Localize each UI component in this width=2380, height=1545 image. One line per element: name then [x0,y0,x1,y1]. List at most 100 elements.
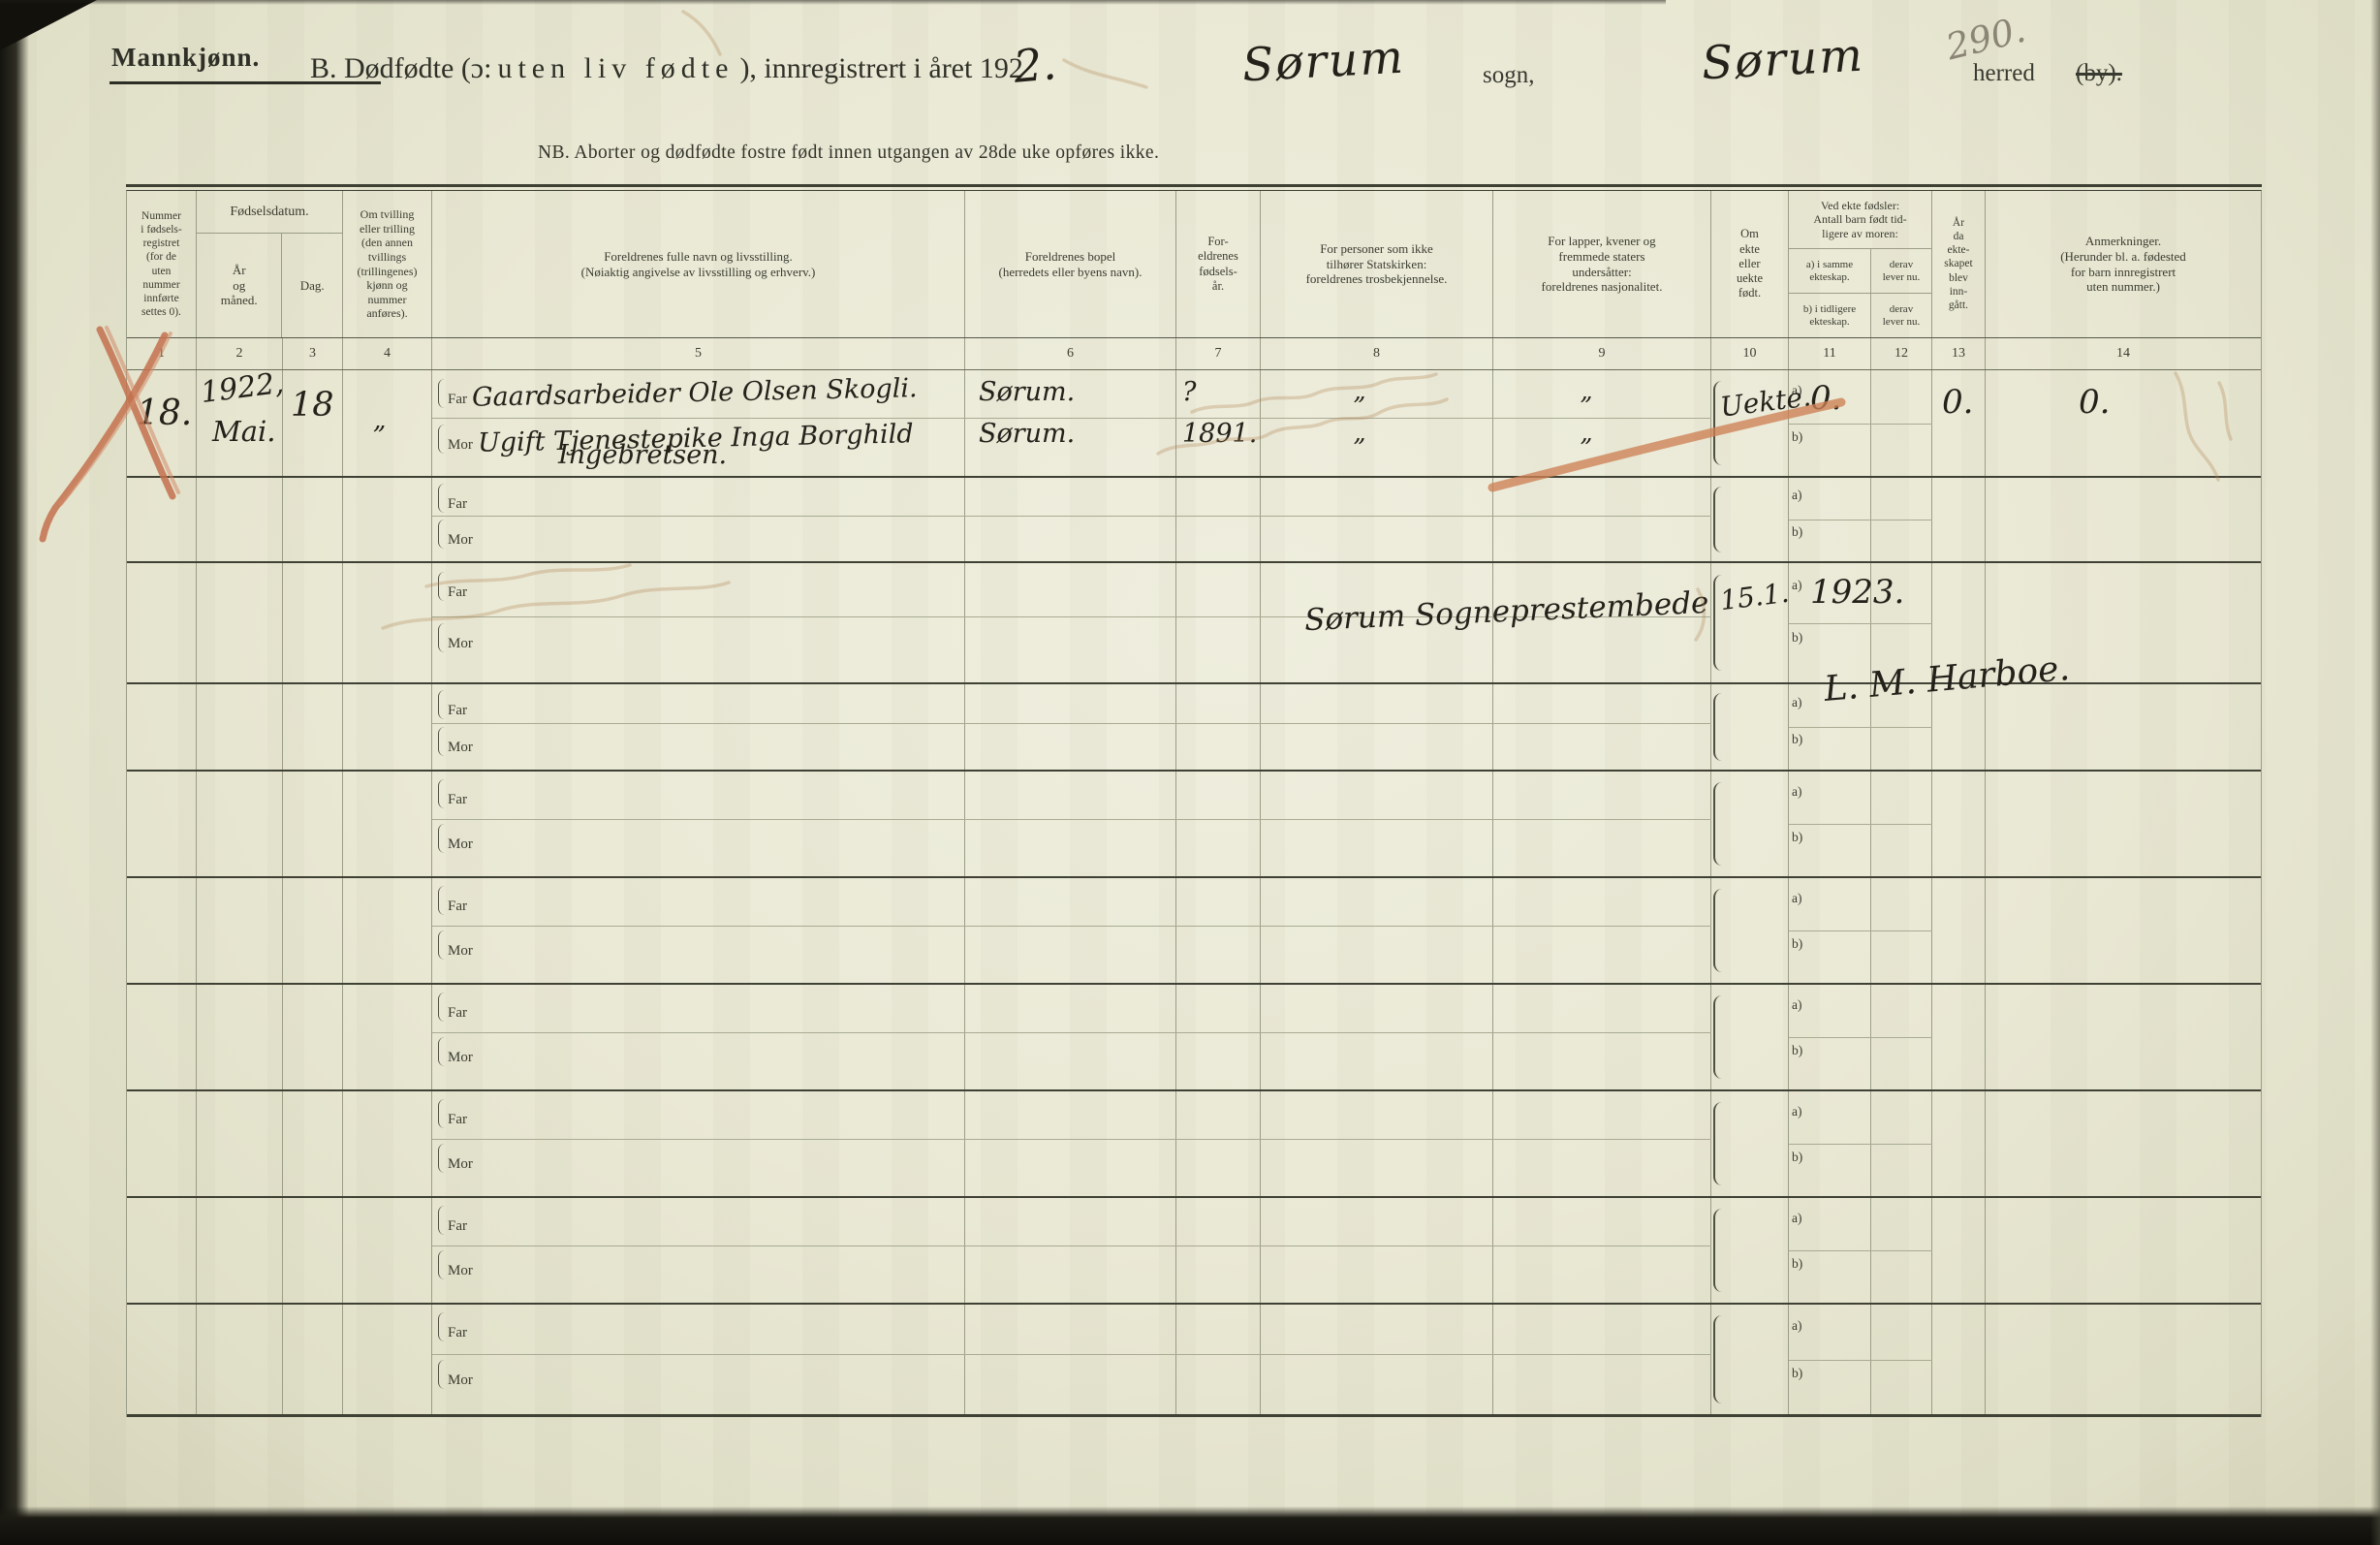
cell-faith [1261,1091,1493,1196]
mother-line: Mor [438,622,478,652]
writing-guide-line [432,1138,1711,1140]
label-a: a) [1792,1317,1802,1333]
cell-register-number [127,878,197,983]
writing-guide-line [432,515,1711,517]
cell-faith [1261,563,1493,682]
cell-legitimacy: 15.1. [1711,563,1791,682]
cell-remarks [1986,1305,2261,1414]
col-number: 13 [1932,338,1986,369]
scan-edge-topleft [0,0,97,50]
cell-year-month [197,563,283,682]
label-a: a) [1792,783,1802,799]
cell-remarks [1986,684,2261,770]
header-birthdate: Fødselsdatum. [197,191,342,234]
father-label: Far [448,1004,467,1021]
col-number: 8 [1261,338,1493,369]
cell-faith [1261,684,1493,770]
cell-marriage-year [1932,1198,1986,1303]
writing-guide-line [432,616,1711,618]
scan-edge-right [2370,0,2380,1545]
brace-icon [438,424,445,454]
register-table: Nummer i fødsels- registret (for de uten… [126,184,2262,1417]
mother-label: Mor [448,1263,473,1278]
cell-residence [965,684,1176,770]
cell-faith [1261,985,1493,1089]
cell-marriage-year [1932,1091,1986,1196]
brace-icon [438,1311,445,1341]
cell-faith [1261,1305,1493,1414]
cell-register-number [127,478,197,561]
cell-day [283,878,343,983]
cell-parents-birthyear: ? 1891. [1176,370,1261,476]
children-a-value: 1923. [1810,572,1905,612]
brace-icon [438,1359,445,1389]
cell-nationality [1493,1091,1711,1196]
cell-residence: Sørum. Sørum. [965,370,1176,476]
brace-icon [438,484,445,514]
cell-year-month: 1922, Mai. [197,366,286,476]
writing-guide-line [432,818,1711,820]
sogn-label: sogn, [1483,62,1535,88]
table-row-group: Far Mor [127,1196,2261,1303]
mother-line: Mor [438,1359,478,1389]
label-a: a) [1792,1103,1802,1119]
col-number: 11 [1789,338,1871,369]
cell-residence [965,1305,1176,1414]
brace-icon [1713,888,1722,973]
cell-day [283,684,343,770]
cell-twin [343,478,432,561]
brace-icon [438,824,445,853]
cell-nationality [1493,1305,1711,1414]
label-b: b) [1792,1150,1803,1165]
col-number: 7 [1176,338,1261,369]
brace-icon [438,1098,445,1128]
day-value: 18 [291,386,334,426]
twin-value: „ [372,406,387,436]
cell-twin: „ [343,370,432,476]
cell-twin [343,684,432,770]
scan-edge-left [0,0,29,1545]
cell-parents-birthyear [1176,684,1261,770]
writing-guide-line [432,1353,1711,1355]
father-nationality-ditto: „ [1580,376,1593,405]
cell-parents-names: Far Gaardsarbeider Ole Olsen Skogli. Mor… [432,370,965,476]
form-title-spaced: uten liv fødte [497,52,735,84]
cell-remarks [1986,985,2261,1089]
cell-faith [1261,1198,1493,1303]
mother-label: Mor [448,1372,473,1388]
mother-line: Mor [438,1144,478,1173]
mother-nationality-ditto: „ [1580,419,1593,448]
label-b: b) [1792,429,1803,445]
header-group-previous-children: Ved ekte fødsler: Antall barn født tid- … [1789,191,1932,337]
form-title: B. Dødfødte (ɔ: uten liv fødte), innregis… [310,52,1023,85]
brace-icon [1713,1315,1722,1403]
father-label: Far [448,898,467,914]
brace-icon [438,1144,445,1173]
cell-twin [343,1305,432,1414]
cell-nationality [1493,878,1711,983]
label-b: b) [1792,732,1803,747]
label-b: b) [1792,1256,1803,1272]
cell-remarks [1986,478,2261,561]
cell-parents-birthyear [1176,772,1261,876]
header-parents-birthyear: For- eldrenes fødsels- år. [1176,191,1261,337]
brace-icon [1713,486,1722,553]
header-year-month: År og måned. [197,234,283,337]
father-line: Far [438,484,472,514]
cell-twin [343,1091,432,1196]
brace-icon [1713,994,1722,1080]
brace-icon [1713,692,1722,762]
handwritten-herred-name: Sørum [1700,28,1866,91]
cell-year-month [197,684,283,770]
father-label: Far [448,1324,467,1340]
brace-icon [438,885,445,915]
ab-divider-line [1789,622,1932,624]
label-b: b) [1792,629,1803,645]
brace-icon [438,690,445,720]
cell-day [283,985,343,1089]
father-label: Far [448,1217,467,1234]
header-legitimacy: Om ekte eller uekte født. [1711,191,1789,337]
cell-marriage-year [1932,478,1986,561]
col-number: 4 [343,338,432,369]
cell-register-number [127,1091,197,1196]
